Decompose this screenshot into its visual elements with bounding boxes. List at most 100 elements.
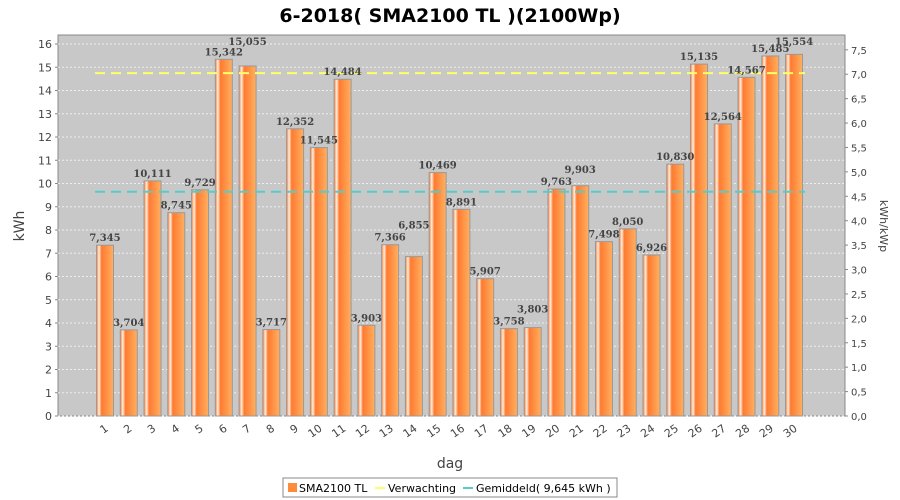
legend-swatch-bar [288,483,297,492]
bar [119,329,138,417]
bar-value-label: 11,545 [300,136,338,147]
y2-tick-label: 1,5 [851,339,867,350]
bar-value-label: 15,342 [205,47,243,58]
bar-value-label: 15,485 [751,44,789,55]
y-tick-label: 14 [38,85,52,98]
x-tick-label: 21 [567,422,586,441]
bar [333,78,352,417]
bar-value-label: 14,567 [727,65,765,76]
y2-tick-label: 0,5 [851,388,867,399]
bar-value-label: 8,891 [446,197,477,208]
x-tick-label: 1 [98,422,111,437]
bar [666,163,685,417]
x-tick-label: 7 [240,422,253,437]
bar [452,208,471,417]
bar [642,254,661,417]
y2-tick-label: 3,0 [851,266,867,277]
y-tick-label: 7 [45,247,52,260]
bar [309,147,328,417]
bar [214,58,233,417]
bar [286,128,305,417]
legend-label-series: SMA2100 TL [299,482,368,495]
bar-value-label: 3,704 [113,318,144,329]
bar [690,63,708,417]
x-axis-label: dag [437,456,463,472]
y2-tick-label: 7,0 [851,70,867,81]
bar-value-label: 10,111 [133,169,171,180]
y2-tick-label: 7,5 [851,46,867,57]
x-tick-label: 4 [169,422,182,437]
x-tick-label: 2 [121,422,134,437]
x-tick-label: 30 [781,422,800,441]
x-tick-label: 5 [193,422,206,437]
bar [785,53,804,417]
x-tick-label: 12 [353,422,372,441]
y-tick-label: 1 [45,387,52,400]
y-tick-label: 8 [45,224,52,237]
bar-value-label: 8,745 [161,201,192,212]
y-axis-label: kWh [12,211,28,242]
bar [96,244,114,417]
bar-value-label: 10,469 [418,161,456,172]
x-tick-label: 26 [686,422,705,441]
bar [357,324,376,417]
bar-value-label: 5,907 [469,267,500,278]
x-tick-label: 3 [145,422,158,437]
x-tick-label: 11 [329,422,348,441]
y2-tick-label: 5,0 [851,168,867,179]
bar [143,180,162,417]
y2-tick-label: 5,5 [851,143,867,154]
x-tick-label: 14 [401,422,420,441]
bar [191,189,210,417]
x-tick-label: 18 [496,422,515,441]
bar [167,212,186,417]
bar-value-label: 14,484 [323,67,361,78]
x-tick-label: 17 [472,422,491,441]
y-tick-label: 15 [38,61,52,74]
x-tick-label: 22 [591,422,610,441]
bar-value-label: 3,803 [517,305,548,316]
bar-value-label: 9,763 [541,177,572,188]
bar [499,328,518,417]
x-tick-label: 10 [306,422,325,441]
y-tick-label: 16 [38,38,52,51]
bar [547,188,566,417]
bar [428,172,447,417]
bar [737,76,756,417]
x-tick-label: 27 [710,422,729,441]
y2-tick-label: 2,5 [851,290,867,301]
y-tick-label: 0 [45,410,52,423]
bar-value-label: 8,050 [612,217,643,228]
y-tick-label: 12 [38,131,52,144]
x-tick-label: 16 [448,422,467,441]
y2-tick-label: 0,0 [851,412,867,423]
bar [594,241,613,417]
bar-value-label: 3,717 [256,318,287,329]
x-tick-label: 24 [638,422,657,441]
chart-title: 6-2018( SMA2100 TL )(2100Wp) [279,5,620,27]
x-tick-label: 20 [543,422,562,441]
bar [476,278,495,417]
y-tick-label: 4 [45,317,52,330]
y2-tick-label: 3,5 [851,241,867,252]
y-tick-label: 13 [38,108,52,121]
y-tick-label: 5 [45,294,52,307]
bar-value-label: 6,926 [636,243,667,254]
bar [238,65,257,417]
bar-value-label: 15,554 [775,37,813,48]
bar [761,55,780,417]
bar [618,228,637,417]
y-tick-label: 9 [45,201,52,214]
bar [523,327,542,417]
bar-value-label: 6,855 [398,221,429,232]
x-tick-label: 25 [662,422,681,441]
y-tick-label: 6 [45,271,52,284]
x-tick-label: 9 [288,422,301,437]
bar-value-label: 12,352 [276,117,314,128]
legend [282,477,618,498]
y2-tick-label: 6,5 [851,95,867,106]
y2-tick-label: 2,0 [851,314,867,325]
legend-label-average: Gemiddeld( 9,645 kWh ) [476,482,611,495]
y2-tick-label: 6,0 [851,119,867,130]
